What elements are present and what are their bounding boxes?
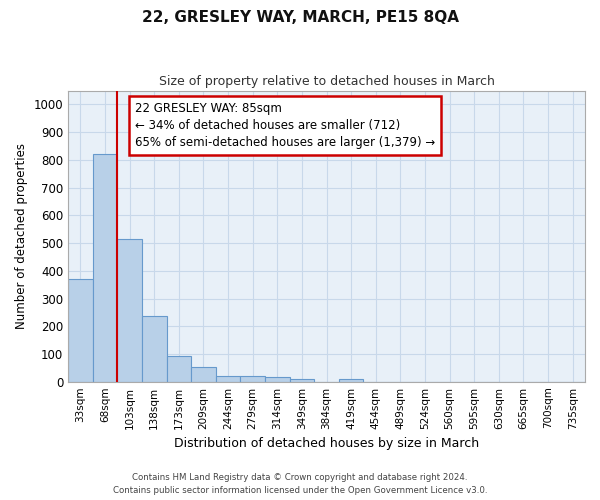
Bar (216, 376, 241, 382)
Bar (241, 376, 265, 382)
Bar (142, 316, 167, 382)
Bar (167, 356, 191, 382)
Y-axis label: Number of detached properties: Number of detached properties (15, 143, 28, 329)
Bar (117, 239, 142, 382)
Bar (290, 378, 314, 382)
Bar (339, 380, 364, 382)
Bar (68, 279, 92, 382)
Text: Contains HM Land Registry data © Crown copyright and database right 2024.
Contai: Contains HM Land Registry data © Crown c… (113, 474, 487, 495)
Bar (191, 368, 216, 382)
Text: 22, GRESLEY WAY, MARCH, PE15 8QA: 22, GRESLEY WAY, MARCH, PE15 8QA (142, 10, 458, 25)
Text: 22 GRESLEY WAY: 85sqm
← 34% of detached houses are smaller (712)
65% of semi-det: 22 GRESLEY WAY: 85sqm ← 34% of detached … (135, 102, 436, 149)
Title: Size of property relative to detached houses in March: Size of property relative to detached ho… (158, 75, 494, 88)
Bar (92, 154, 117, 382)
Bar (265, 377, 290, 382)
X-axis label: Distribution of detached houses by size in March: Distribution of detached houses by size … (174, 437, 479, 450)
